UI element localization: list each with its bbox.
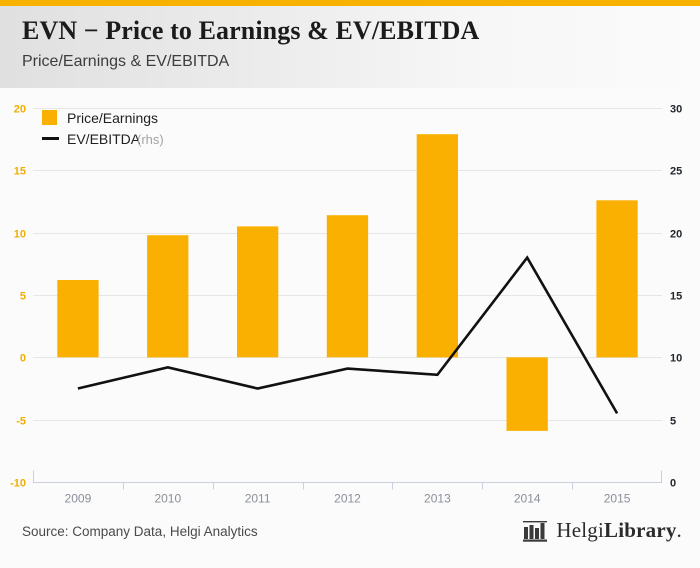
chart-header: EVN − Price to Earnings & EV/EBITDA Pric… — [0, 6, 700, 88]
bar[interactable] — [506, 357, 548, 431]
x-axis-tick-label: 2011 — [245, 492, 271, 506]
left-axis-ticks: 20 15 10 5 0 -5 -10 — [10, 104, 26, 490]
x-axis-tick-label: 2014 — [514, 492, 541, 506]
right-axis-tick-label: 20 — [670, 229, 682, 241]
brand-wordmark-light: Helgi — [556, 518, 604, 542]
bar[interactable] — [416, 134, 458, 358]
page-subtitle: Price/Earnings & EV/EBITDA — [22, 53, 230, 70]
library-icon — [523, 520, 548, 542]
bar[interactable] — [326, 215, 369, 358]
bar[interactable] — [147, 235, 189, 358]
chart-footer: Source: Company Data, Helgi Analytics He… — [0, 508, 700, 568]
gridlines — [33, 108, 662, 483]
brand-wordmark-suffix: . — [676, 518, 682, 542]
left-axis-tick-label: 15 — [14, 166, 26, 178]
bar[interactable] — [596, 200, 638, 358]
brand-wordmark-bold: Library — [603, 518, 677, 542]
legend-label-ev-ebitda: EV/EBITDA — [67, 131, 141, 147]
left-axis-tick-label: 20 — [14, 104, 26, 116]
bar-series-price-earnings — [57, 134, 638, 431]
right-axis-tick-label: 5 — [670, 416, 676, 428]
right-axis-tick-label: 25 — [670, 166, 682, 178]
source-note: Source: Company Data, Helgi Analytics — [22, 524, 258, 539]
legend-swatch-price-earnings — [42, 110, 57, 125]
line-path[interactable] — [77, 255, 619, 415]
x-axis-ticks: 2009 2010 2011 2012 2013 2014 2015 — [65, 492, 631, 506]
accent-topbar — [0, 0, 700, 6]
left-axis-tick-label: 10 — [14, 229, 26, 241]
left-axis-tick-label: 5 — [20, 291, 26, 303]
brand-logo: HelgiLibrary. — [523, 518, 682, 543]
brand-wordmark: HelgiLibrary. — [556, 518, 682, 543]
right-axis-tick-label: 30 — [670, 104, 682, 116]
chart-legend: Price/Earnings EV/EBITDA (rhs) — [42, 110, 164, 147]
left-axis-tick-label: 0 — [20, 353, 26, 365]
x-axis-tick-label: 2015 — [604, 492, 631, 506]
right-axis-tick-label: 15 — [670, 291, 682, 303]
x-axis-tick-label: 2009 — [65, 492, 92, 506]
left-axis-tick-label: -5 — [16, 416, 26, 428]
x-axis-tick-label: 2012 — [334, 492, 361, 506]
left-axis-tick-label: -10 — [10, 478, 26, 490]
line-series-ev-ebitda — [77, 255, 619, 415]
x-axis-tick-label: 2013 — [424, 492, 451, 506]
x-axis-tick-label: 2010 — [154, 492, 181, 506]
legend-label-price-earnings: Price/Earnings — [67, 110, 158, 126]
page-title: EVN − Price to Earnings & EV/EBITDA — [22, 16, 480, 45]
plot-area: 20 15 10 5 0 -5 -10 30 25 20 15 10 5 0 2009 2010 2011 2… — [0, 88, 700, 508]
legend-label-ev-ebitda-suffix: (rhs) — [137, 132, 164, 147]
bar[interactable] — [57, 280, 99, 358]
bar[interactable] — [237, 226, 279, 358]
axis-lines — [33, 470, 662, 490]
right-axis-tick-label: 0 — [670, 478, 676, 490]
right-axis-tick-label: 10 — [670, 353, 682, 365]
right-axis-ticks: 30 25 20 15 10 5 0 — [670, 104, 682, 490]
